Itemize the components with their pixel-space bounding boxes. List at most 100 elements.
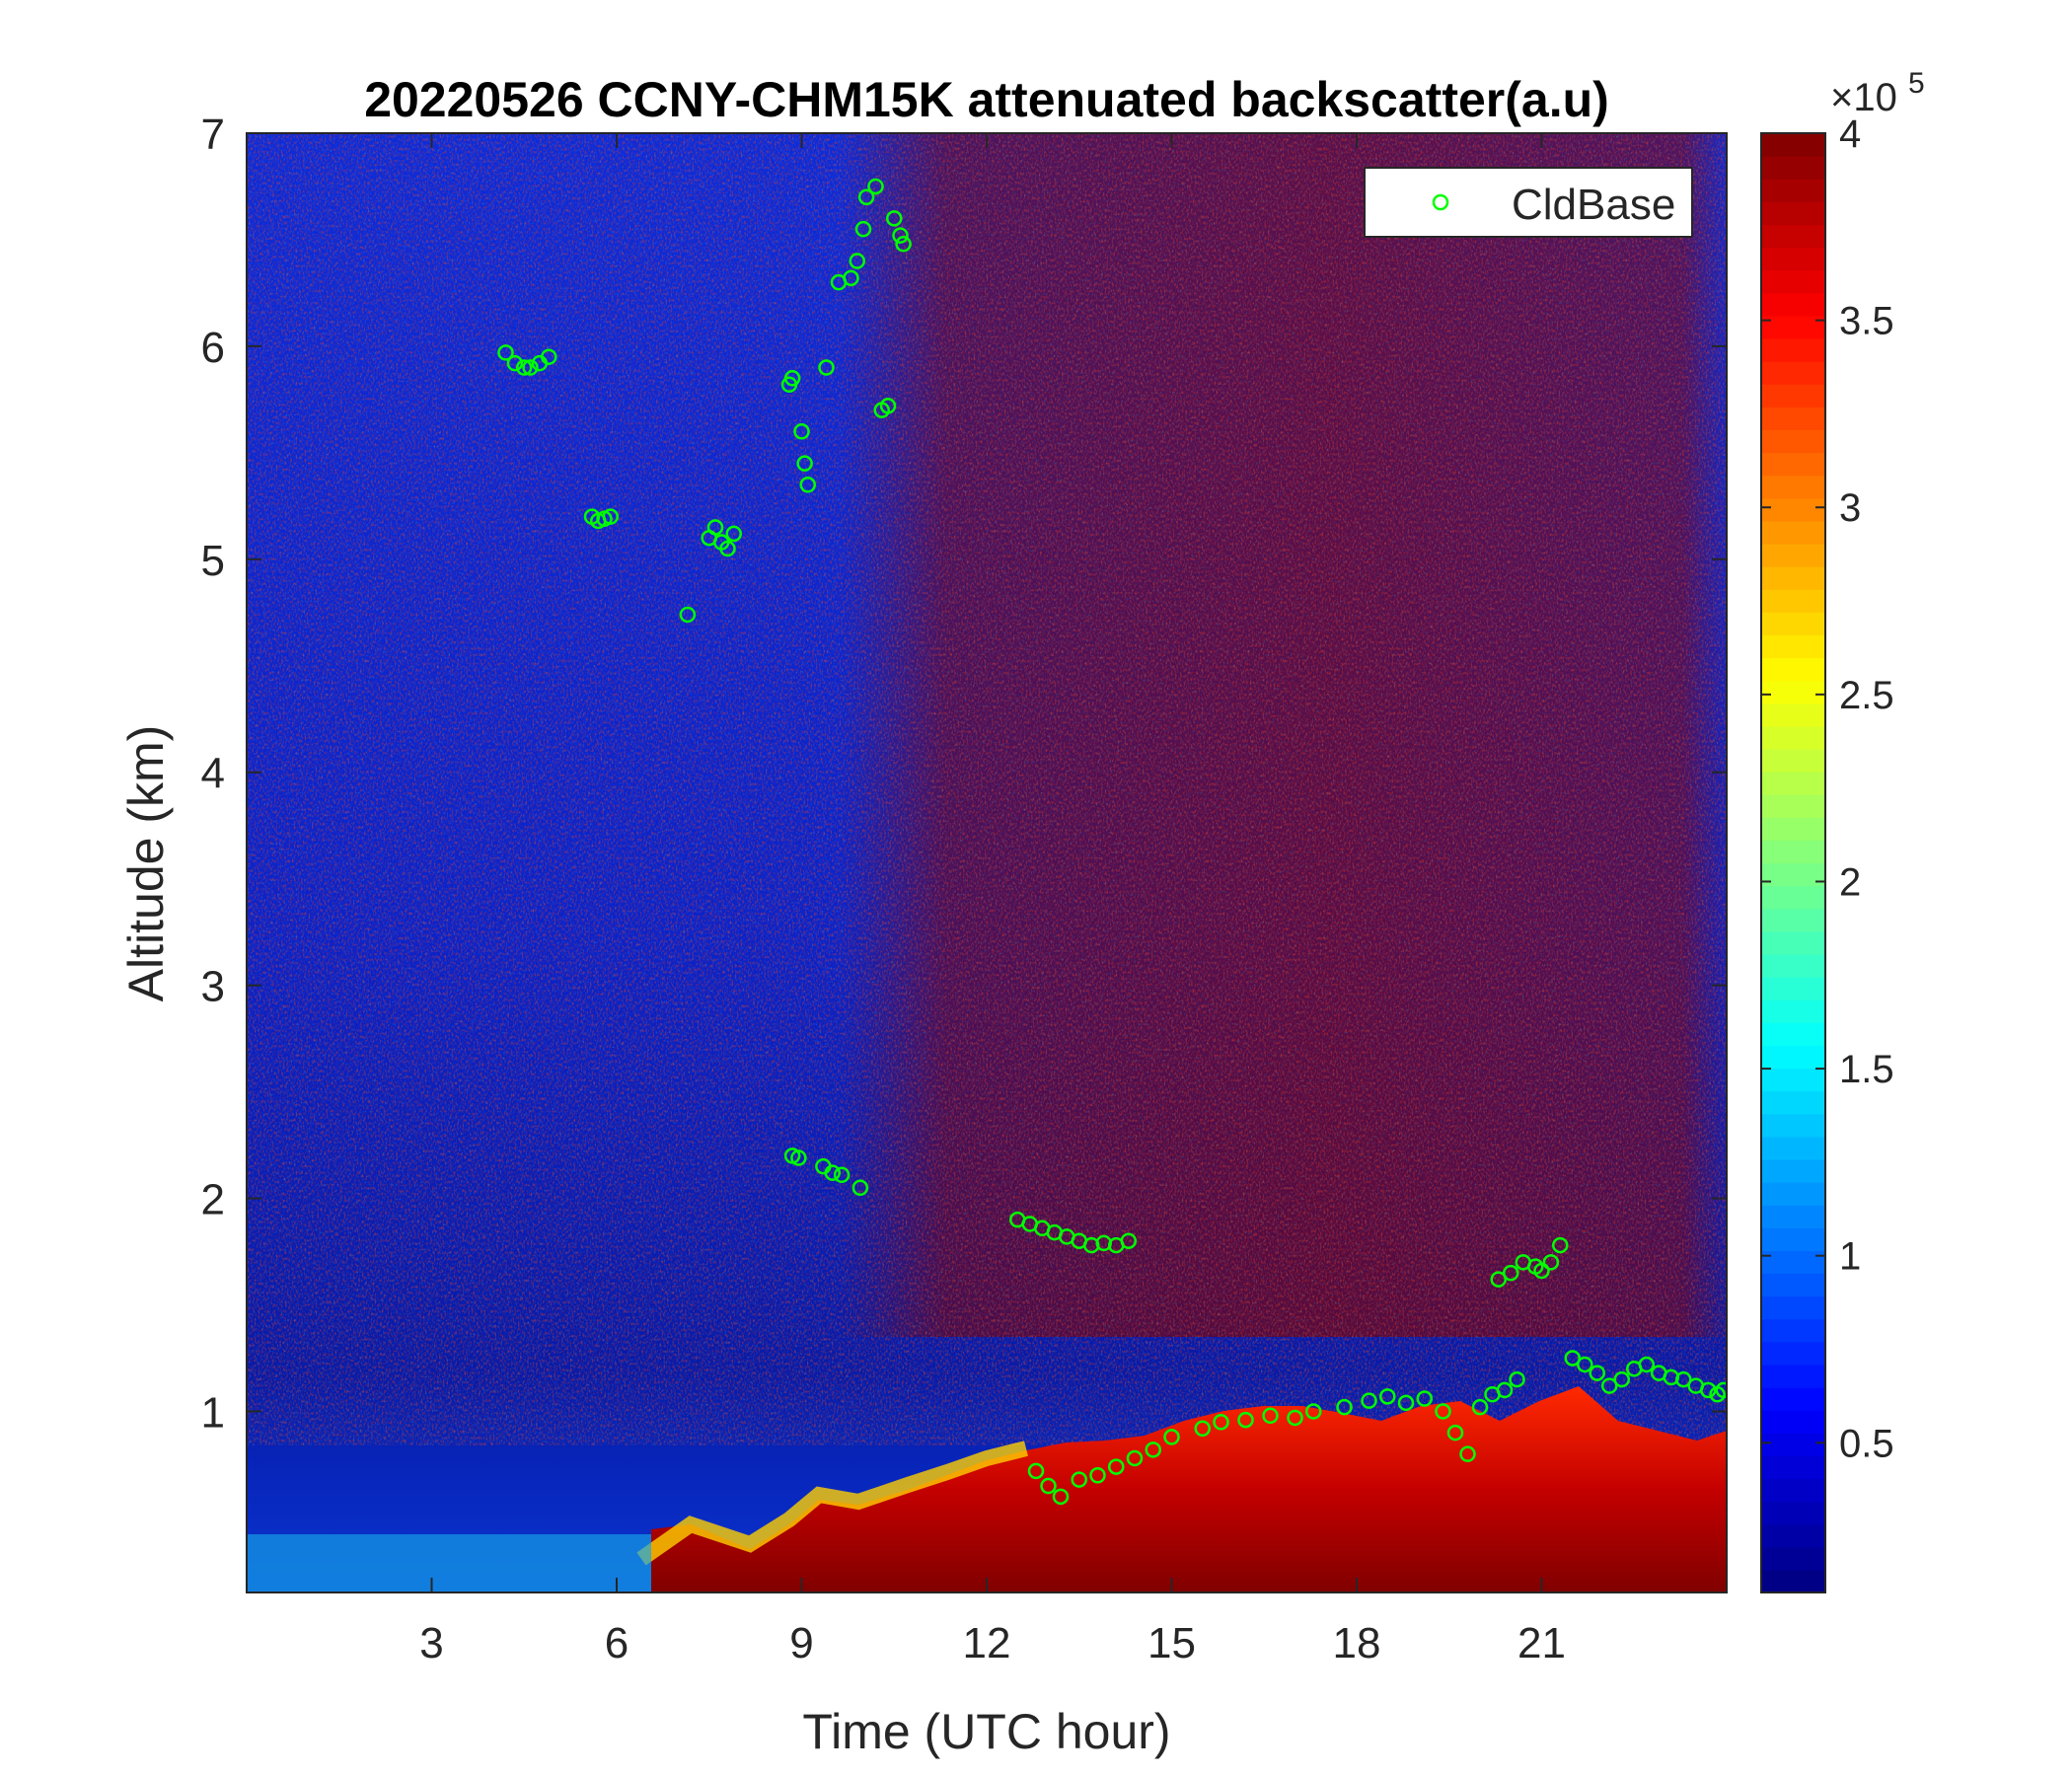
- cldbase-point: [506, 354, 524, 372]
- y-axis: 1 2 3 4 5 6 7: [201, 111, 1727, 1437]
- cldbase-point: [1675, 1370, 1692, 1388]
- cldbase-point: [1287, 1409, 1303, 1427]
- colorbar-band: [1761, 1569, 1825, 1593]
- colorbar-band: [1761, 452, 1825, 477]
- cldbase-point: [833, 1166, 851, 1184]
- colorbar-band: [1761, 1068, 1825, 1092]
- colorbar-band: [1761, 930, 1825, 955]
- cldbase-point: [1564, 1350, 1581, 1367]
- cldbase-point: [1040, 1477, 1057, 1495]
- cldbase-point: [1435, 1403, 1451, 1420]
- colorbar-band: [1761, 566, 1825, 590]
- cldbase-point: [1089, 1466, 1106, 1484]
- colorbar-band: [1761, 1341, 1825, 1366]
- colorbar-band: [1761, 1387, 1825, 1411]
- colorbar-band: [1761, 977, 1825, 1000]
- colorbar-band: [1761, 612, 1825, 636]
- cldbase-point: [1336, 1398, 1353, 1416]
- colorbar-band: [1761, 1113, 1825, 1138]
- colorbar-band: [1761, 1455, 1825, 1480]
- y-tick-label: 2: [201, 1176, 225, 1224]
- cldbase-point: [725, 525, 742, 543]
- cldbase-point: [1542, 1254, 1560, 1271]
- colorbar-band: [1761, 885, 1825, 910]
- cldbase-point: [854, 220, 872, 238]
- cldbase-point: [857, 188, 875, 206]
- cldbase-point: [1552, 1236, 1569, 1254]
- colorbar-band: [1761, 1227, 1825, 1251]
- cldbase-point: [886, 210, 903, 227]
- colorbar-exponent-base: ×10: [1830, 76, 1897, 119]
- colorbar-band: [1761, 429, 1825, 454]
- cldbase-point: [541, 348, 557, 365]
- colorbar-exponent-power: 5: [1908, 67, 1925, 100]
- cldbase-point: [1601, 1377, 1618, 1394]
- legend-box: [1364, 167, 1693, 238]
- colorbar-band: [1761, 1364, 1825, 1388]
- colorbar-band: [1761, 497, 1825, 522]
- cldbase-point: [799, 477, 816, 493]
- cldbase-scatter: [497, 178, 1727, 1506]
- cldbase-point: [602, 508, 619, 525]
- x-tick-label: 9: [789, 1619, 813, 1667]
- cldbase-point: [497, 344, 514, 361]
- colorbar-tick-label: 3.5: [1839, 300, 1894, 343]
- colorbar-band: [1761, 1501, 1825, 1525]
- colorbar-band: [1761, 1205, 1825, 1228]
- cldbase-point: [796, 455, 813, 472]
- cldbase-point: [1305, 1403, 1322, 1420]
- colorbar-band: [1761, 589, 1825, 613]
- cldbase-point: [851, 1179, 869, 1197]
- cldbase-point: [1638, 1356, 1655, 1373]
- y-tick-label: 1: [201, 1388, 225, 1437]
- cldbase-point: [1213, 1414, 1229, 1431]
- colorbar-ticks: 0.5 1 1.5 2 2.5 3 3.5 4: [1761, 112, 1894, 1465]
- plot-area: [247, 133, 1727, 1592]
- x-axis: 3 6 9 12 15 18 21: [419, 133, 1566, 1667]
- cldbase-point: [1613, 1370, 1630, 1388]
- cldbase-point: [1416, 1390, 1433, 1407]
- colorbar-band: [1761, 1158, 1825, 1183]
- colorbar-band: [1761, 1410, 1825, 1434]
- colorbar-band: [1761, 361, 1825, 385]
- colorbar-band: [1761, 1295, 1825, 1320]
- colorbar-band: [1761, 201, 1825, 226]
- cldbase-point: [824, 1164, 841, 1181]
- colorbar-band: [1761, 1045, 1825, 1070]
- cldbase-point: [879, 398, 897, 414]
- cldbase-point: [1071, 1471, 1087, 1488]
- colorbar-band: [1761, 999, 1825, 1023]
- cldbase-point: [843, 269, 859, 287]
- cldbase-point: [1459, 1445, 1476, 1462]
- cldbase-point: [1145, 1442, 1161, 1458]
- colorbar-band: [1761, 1478, 1825, 1503]
- colorbar-band: [1761, 703, 1825, 727]
- cldbase-point: [1163, 1429, 1180, 1445]
- colorbar-tick-label: 3: [1839, 486, 1861, 530]
- colorbar-band: [1761, 1022, 1825, 1046]
- colorbar-band: [1761, 315, 1825, 339]
- cldbase-point: [1471, 1398, 1489, 1416]
- cldbase-point: [1509, 1370, 1525, 1388]
- cldbase-point: [818, 359, 835, 376]
- legend-label: CldBase: [1512, 181, 1675, 229]
- cldbase-point: [783, 370, 801, 387]
- colorbar-band: [1761, 520, 1825, 545]
- colorbar-band: [1761, 407, 1825, 431]
- cldbase-point: [1577, 1356, 1593, 1373]
- colorbar-band: [1761, 657, 1825, 682]
- cldbase-point: [1361, 1392, 1377, 1409]
- colorbar-band: [1761, 292, 1825, 317]
- colorbar-band: [1761, 1318, 1825, 1343]
- colorbar-band: [1761, 1182, 1825, 1206]
- colorbar-tick-label: 1: [1839, 1235, 1861, 1279]
- y-tick-label: 3: [201, 963, 225, 1011]
- x-axis-label: Time (UTC hour): [802, 1704, 1170, 1759]
- cldbase-point: [1027, 1462, 1045, 1480]
- cldbase-point: [790, 1149, 807, 1166]
- cldbase-point: [1052, 1488, 1070, 1506]
- colorbar-band: [1761, 772, 1825, 795]
- colorbar-frame: [1760, 132, 1826, 1593]
- y-tick-label: 7: [201, 111, 225, 159]
